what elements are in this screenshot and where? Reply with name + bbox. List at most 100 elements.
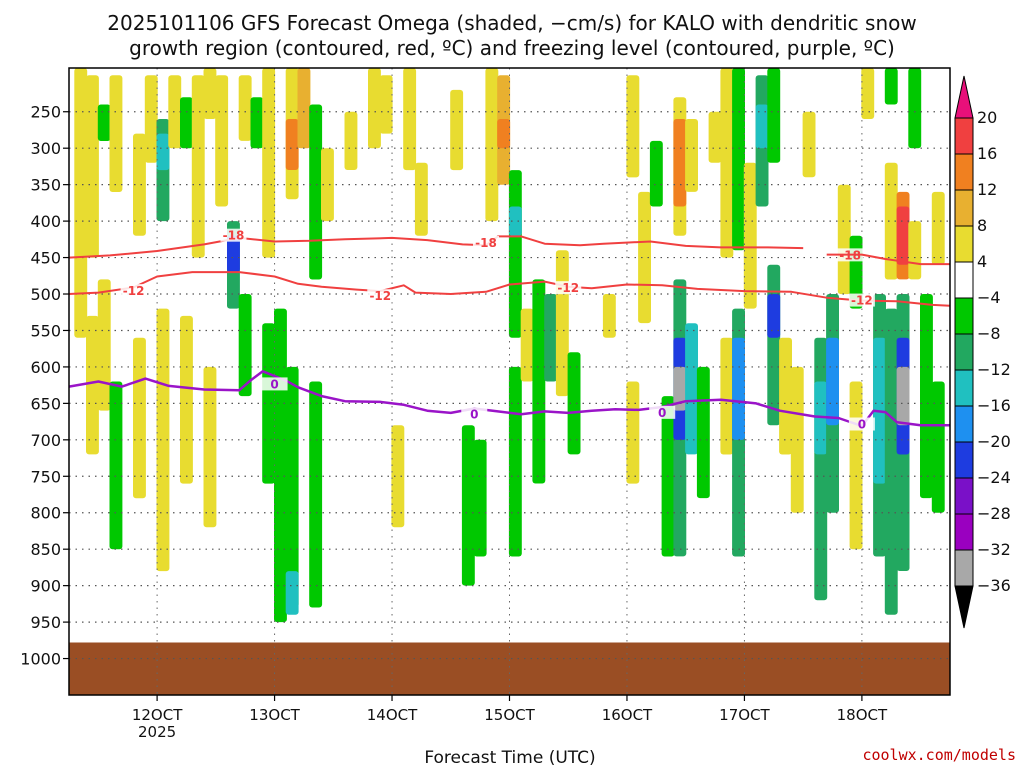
omega-cell-71 — [720, 68, 734, 258]
omega-cell-103 — [908, 68, 922, 149]
x-axis-title: Forecast Time (UTC) — [424, 748, 595, 768]
credit-text: coolwx.com/models — [862, 746, 1016, 764]
omega-cell-45 — [485, 68, 499, 222]
omega-cell-58 — [626, 381, 640, 484]
omega-cell-26 — [262, 68, 276, 258]
omega-cell-9 — [144, 75, 158, 163]
colorbar-label-9: −20 — [977, 432, 1011, 451]
omega-cell-51 — [520, 308, 534, 382]
colorbar-label-4: 4 — [977, 252, 987, 271]
y-tick-label-11: 800 — [30, 504, 61, 523]
omega-cell-49 — [508, 206, 522, 236]
colorbar-label-6: −8 — [977, 324, 1001, 343]
omega-cell-6 — [109, 381, 123, 550]
colorbar-segment-12 — [954, 513, 974, 551]
omega-cell-80 — [767, 264, 781, 426]
omega-shading-layer — [74, 68, 945, 623]
omega-cell-63 — [673, 119, 687, 207]
omega-cell-81 — [767, 294, 781, 338]
y-tick-label-3: 400 — [30, 212, 61, 231]
omega-cell-72 — [720, 337, 734, 455]
colorbar-segment-4 — [954, 225, 974, 263]
contour-label-minus-12-0: -12 — [123, 284, 145, 298]
contour-minus-18b — [826, 253, 950, 266]
colorbar: 20 16 12 8 4 −4 −8 −12 −16 −20 −24 −28 −32 −36 — [954, 75, 1011, 629]
colorbar-segment-10 — [954, 441, 974, 479]
omega-cell-48 — [508, 170, 522, 338]
contour-label-bg-freezing-0-3 — [848, 417, 875, 431]
y-tick-label-1: 300 — [30, 139, 61, 158]
colorbar-label-1: 16 — [977, 144, 997, 163]
omega-cell-33 — [309, 104, 323, 280]
omega-cell-29 — [285, 119, 299, 170]
colorbar-label-8: −16 — [977, 396, 1011, 415]
colorbar-segment-6 — [954, 297, 974, 335]
omega-cell-44 — [473, 439, 487, 557]
omega-cell-12 — [156, 308, 170, 572]
omega-cell-96 — [884, 162, 898, 280]
contour-label-bg-minus-12-1 — [367, 289, 394, 303]
omega-cell-52 — [532, 279, 546, 484]
y-tick-label-5: 500 — [30, 285, 61, 304]
colorbar-label-10: −24 — [977, 468, 1011, 487]
x-tick-label-4: 16OCT — [602, 706, 653, 724]
omega-cell-54 — [555, 250, 569, 397]
omega-cell-13 — [168, 75, 182, 149]
omega-cell-78 — [755, 104, 769, 149]
omega-cell-27 — [274, 308, 287, 623]
omega-cell-91 — [849, 381, 863, 550]
omega-cell-95 — [884, 68, 898, 105]
contour-label-bg-minus-18-1 — [473, 235, 500, 249]
omega-cell-11 — [156, 133, 170, 171]
omega-cell-70 — [708, 111, 722, 163]
omega-cell-15 — [180, 315, 193, 484]
omega-cell-75 — [732, 337, 745, 440]
contour-label-bg-freezing-0-1 — [461, 407, 488, 421]
omega-cell-50 — [508, 366, 522, 557]
omega-cell-60 — [649, 140, 663, 207]
colorbar-segment-8 — [954, 369, 974, 407]
colorbar-label-5: −4 — [977, 288, 1001, 307]
omega-cell-18 — [203, 366, 217, 528]
omega-cell-16 — [191, 75, 205, 258]
colorbar-segment-2 — [954, 153, 974, 191]
omega-cell-35 — [321, 148, 334, 222]
x-tick-label-2: 14OCT — [367, 706, 418, 724]
omega-cell-57 — [626, 75, 640, 178]
y-axis: 250 300 350 400 450 500 550 600 650 700 750 800 850 9… — [20, 103, 69, 669]
omega-cell-43 — [461, 425, 475, 586]
omega-cell-42 — [450, 89, 464, 171]
chart-title-line-1: 2025101106 GFS Forecast Omega (shaded, −… — [107, 11, 916, 35]
contour-label-bg-minus-12-3 — [848, 293, 875, 307]
contour-label-bg-minus-12-0 — [120, 284, 147, 298]
omega-cell-79 — [767, 68, 781, 163]
colorbar-label-2: 12 — [977, 180, 997, 199]
contour-label-minus-12-3: -12 — [851, 294, 873, 308]
omega-cell-36 — [344, 111, 358, 170]
x-tick-label-5: 17OCT — [719, 706, 770, 724]
x-tick-label-0: 12OCT — [132, 706, 183, 724]
contour-label-bg-freezing-0-2 — [649, 405, 676, 419]
omega-cell-32 — [297, 68, 311, 149]
y-tick-label-7: 600 — [30, 358, 61, 377]
omega-cell-47 — [497, 119, 511, 149]
colorbar-top-cap — [954, 75, 974, 119]
omega-cell-59 — [638, 191, 651, 324]
omega-cell-99 — [896, 206, 910, 265]
y-tick-label-0: 250 — [30, 103, 61, 122]
contour-label-minus-12-1: -12 — [369, 289, 391, 303]
y-tick-label-13: 900 — [30, 577, 61, 596]
contour-label-freezing-0-3: 0 — [858, 418, 866, 432]
x-tick-label-3: 15OCT — [484, 706, 535, 724]
omega-cell-34 — [309, 381, 323, 608]
omega-cell-102 — [896, 366, 910, 426]
omega-cell-76 — [743, 162, 757, 309]
contour-label-bg-minus-18-0 — [220, 228, 247, 242]
y-tick-label-10: 750 — [30, 467, 61, 486]
omega-cell-7 — [133, 133, 146, 236]
omega-cell-19 — [215, 75, 229, 207]
omega-cell-38 — [379, 75, 393, 134]
colorbar-bottom-cap — [954, 585, 974, 629]
y-tick-label-4: 450 — [30, 249, 61, 268]
x-tick-sublabel-0: 2025 — [138, 723, 176, 741]
